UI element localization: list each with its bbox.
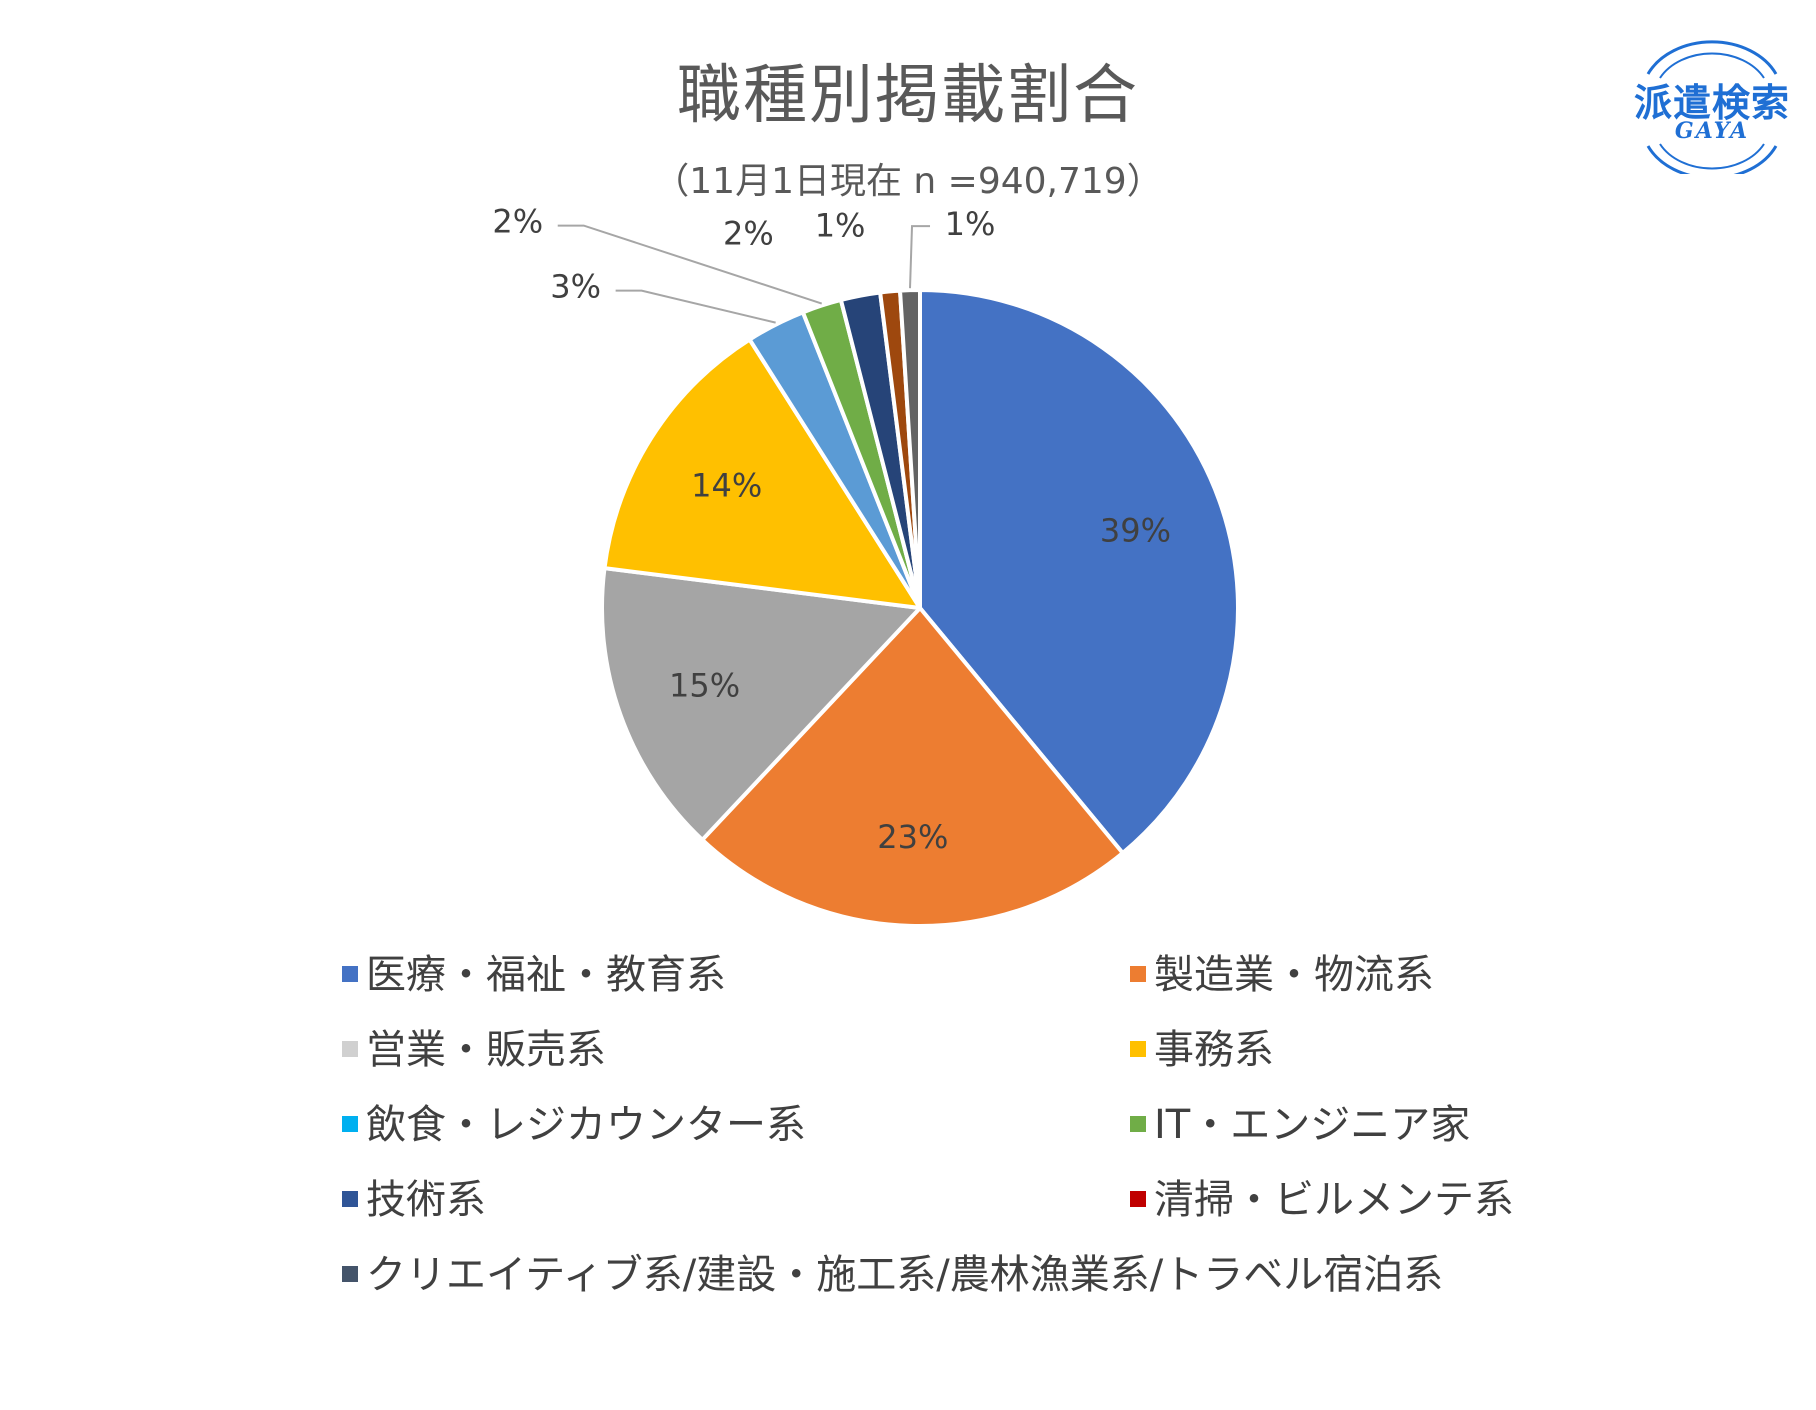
- data-label: 39%: [1100, 511, 1171, 549]
- legend-swatch: [342, 1191, 358, 1207]
- pie-slice: [898, 288, 922, 610]
- data-label: 15%: [669, 667, 740, 705]
- legend-item: 事務系: [1130, 1021, 1274, 1073]
- legend-swatch: [342, 1116, 358, 1132]
- legend-swatch: [1130, 1116, 1146, 1132]
- data-label: 1%: [815, 206, 866, 244]
- data-labels: 39%23%15%14%3%2% 2% 1% 1%: [492, 203, 1171, 856]
- logo-ring-icon: [1646, 40, 1778, 174]
- leader-line: [615, 289, 776, 324]
- legend-swatch: [342, 1266, 358, 1282]
- legend-item: クリエイティブ系/建設・施工系/農林漁業系/トラベル宿泊系: [342, 1246, 1443, 1298]
- legend-label: 営業・販売系: [366, 1027, 606, 1073]
- legend-item: 飲食・レジカウンター系: [342, 1096, 806, 1148]
- data-label: 14%: [691, 466, 762, 504]
- logo-text: 派遣検索: [1633, 81, 1790, 125]
- chart-subtitle: （11月1日現在 n =940,719）: [653, 161, 1163, 202]
- legend-label: 医療・福祉・教育系: [366, 952, 726, 998]
- pie-slice: [918, 288, 1240, 856]
- pie-slice: [700, 606, 1125, 928]
- legend-label: 飲食・レジカウンター系: [366, 1102, 806, 1148]
- leader-lines: [557, 224, 931, 324]
- legend-item: 技術系: [342, 1171, 486, 1223]
- legend-item: IT・エンジニア家: [1130, 1096, 1470, 1148]
- chart-title: 職種別掲載割合: [677, 59, 1139, 133]
- legend-label: クリエイティブ系/建設・施工系/農林漁業系/トラベル宿泊系: [366, 1252, 1444, 1298]
- legend-swatch: [1130, 1191, 1146, 1207]
- data-label: 2%: [723, 215, 774, 253]
- data-label: 2%: [492, 203, 543, 241]
- legend-swatch: [1130, 966, 1146, 982]
- logo-subtext: GAYA: [1674, 118, 1750, 144]
- brand-logo: 派遣検索 GAYA: [1612, 34, 1812, 174]
- legend-item: 清掃・ビルメンテ系: [1130, 1171, 1514, 1223]
- pie-slice: [602, 337, 922, 610]
- legend-item: 医療・福祉・教育系: [342, 946, 726, 998]
- pie-slice: [600, 566, 922, 842]
- legend-label: 製造業・物流系: [1154, 952, 1434, 998]
- data-label: 1%: [945, 205, 996, 243]
- legend-label: 事務系: [1154, 1027, 1274, 1073]
- legend-item: 製造業・物流系: [1130, 946, 1434, 998]
- leader-line: [557, 224, 823, 305]
- legend-swatch: [342, 1041, 358, 1057]
- data-label: 23%: [877, 818, 948, 856]
- leader-line: [909, 225, 931, 289]
- legend-label: 技術系: [366, 1177, 486, 1223]
- legend-label: IT・エンジニア家: [1154, 1102, 1471, 1148]
- legend-swatch: [342, 966, 358, 982]
- legend-item: 営業・販売系: [342, 1021, 606, 1073]
- legend-label: 清掃・ビルメンテ系: [1154, 1177, 1514, 1223]
- pie-slices: [600, 288, 1240, 928]
- data-label: 3%: [550, 268, 601, 306]
- legend-swatch: [1130, 1041, 1146, 1057]
